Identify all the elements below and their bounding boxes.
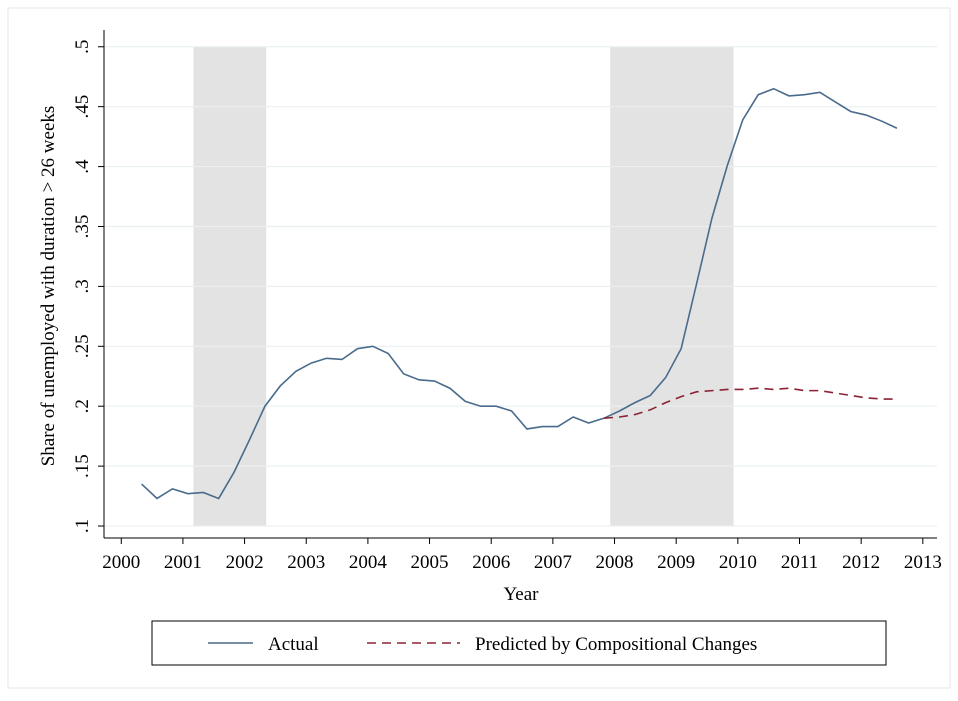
y-tick-label: .4 (72, 159, 93, 174)
legend-label: Actual (268, 634, 319, 655)
y-tick-label: .35 (72, 215, 93, 239)
figure-frame (7, 7, 951, 689)
x-tick-label: 2003 (287, 552, 325, 573)
x-tick-label: 2000 (102, 552, 140, 573)
y-tick-label: .15 (72, 454, 93, 478)
y-tick-label: .5 (72, 40, 93, 54)
y-tick-label: .1 (72, 519, 93, 533)
x-tick-label: 2007 (534, 552, 572, 573)
y-tick-label: .45 (72, 95, 93, 119)
series-line (141, 87, 898, 500)
x-tick-label: 2008 (596, 552, 634, 573)
x-tick-label: 2002 (226, 552, 264, 573)
y-tick-label: .3 (72, 279, 93, 293)
x-tick-label: 2001 (164, 552, 202, 573)
x-tick-label: 2012 (842, 552, 880, 573)
y-axis-title: Share of unemployed with duration > 26 w… (38, 106, 59, 467)
x-tick-label: 2004 (349, 552, 388, 573)
x-tick-label: 2013 (904, 552, 942, 573)
x-tick-label: 2010 (719, 552, 757, 573)
legend (151, 620, 887, 666)
y-tick-label: .25 (72, 334, 93, 358)
series-line (603, 387, 897, 419)
legend-label: Predicted by Compositional Changes (475, 634, 757, 655)
x-tick-label: 2011 (781, 552, 818, 573)
y-tick-label: .2 (72, 399, 93, 413)
x-tick-label: 2005 (411, 552, 449, 573)
x-tick-label: 2006 (472, 552, 510, 573)
x-axis-title: Year (503, 584, 539, 605)
x-tick-label: 2009 (657, 552, 695, 573)
